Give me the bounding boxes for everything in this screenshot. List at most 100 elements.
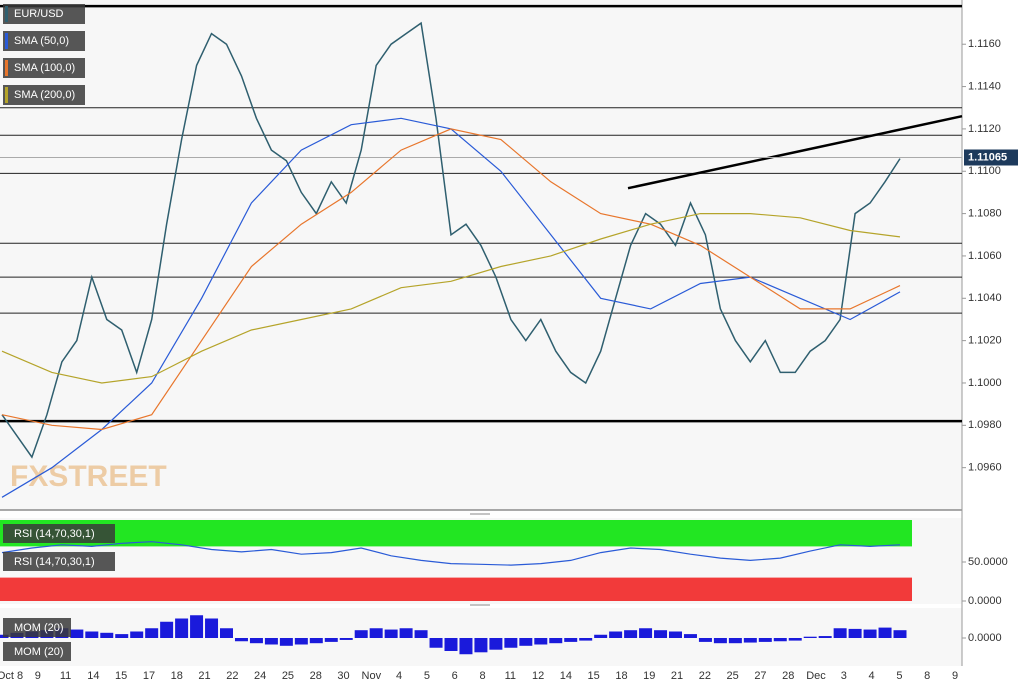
- series-line: [1, 21, 901, 459]
- x-tick-label: 25: [282, 670, 294, 682]
- mom-label-box: [3, 642, 71, 661]
- x-tick-label: 14: [560, 670, 572, 682]
- x-tick-label: 17: [143, 670, 155, 682]
- x-tick-label: 5: [424, 670, 430, 682]
- last-price-box: [964, 149, 1018, 166]
- y-tick-label: 1.0960: [968, 462, 1002, 474]
- legend-item: SMA (50,0): [3, 31, 85, 51]
- legend-item: SMA (100,0): [3, 58, 85, 78]
- x-tick-label: 11: [60, 670, 71, 682]
- legend-label: EUR/USD: [14, 8, 64, 20]
- mom-bar: [713, 638, 727, 644]
- x-tick-label: 8: [924, 670, 930, 682]
- legend-item: SMA (200,0): [3, 85, 85, 105]
- mom-bar: [160, 621, 174, 638]
- rsi-label: RSI (14,70,30,1): [14, 528, 95, 540]
- mom-bar: [399, 628, 413, 638]
- mom-bar: [639, 628, 653, 638]
- series-line: [1, 128, 901, 431]
- main-panel: [0, 0, 962, 510]
- x-tick-label: 15: [115, 670, 127, 682]
- x-tick-label: 3: [841, 670, 847, 682]
- mom-label: MOM (20): [14, 622, 64, 634]
- mom-bar: [504, 638, 518, 648]
- y-tick-label: 1.1120: [968, 123, 1001, 135]
- mom-bar: [549, 638, 563, 644]
- mom-bar: [893, 630, 907, 638]
- mom-bar: [878, 627, 892, 638]
- mom-bar: [564, 638, 578, 642]
- mom-bar: [743, 638, 757, 643]
- mom-bar: [833, 628, 847, 638]
- x-tick-label: 14: [87, 670, 99, 682]
- mom-bar: [698, 638, 712, 642]
- mom-label: MOM (20): [14, 646, 64, 658]
- mom-bar: [234, 638, 248, 642]
- y-tick-label: 1.1020: [968, 335, 1002, 347]
- mom-bar: [115, 634, 129, 638]
- mom-bar: [264, 638, 278, 645]
- x-tick-label: 28: [782, 670, 794, 682]
- x-tick-label: 15: [588, 670, 600, 682]
- legend-box: [3, 58, 85, 78]
- x-tick-label: 18: [171, 670, 183, 682]
- x-tick-label: 11: [505, 670, 516, 682]
- mom-bar: [190, 615, 204, 638]
- rsi-oversold: [0, 577, 912, 601]
- mom-bar: [579, 638, 593, 641]
- y-tick-label: 1.1100: [968, 165, 1001, 177]
- y-tick-label: 1.1160: [968, 38, 1001, 50]
- x-tick-label: 27: [754, 670, 766, 682]
- mom-bar: [788, 638, 802, 641]
- mom-bar: [175, 618, 189, 638]
- mom-bar: [145, 628, 159, 638]
- mom-bar: [818, 636, 832, 638]
- mom-bar: [369, 628, 383, 638]
- series-line: [1, 541, 901, 566]
- rsi-tick-label: 50.0000: [968, 556, 1008, 568]
- x-tick-label: 9: [35, 670, 41, 682]
- legend-box: [3, 4, 85, 24]
- x-tick-label: 25: [727, 670, 739, 682]
- legend-swatch: [5, 33, 8, 49]
- mom-label-box: [3, 618, 71, 637]
- legend-swatch: [5, 87, 8, 103]
- mom-bar: [519, 638, 533, 646]
- mom-bar: [309, 638, 323, 644]
- x-tick-label: 19: [643, 670, 655, 682]
- y-tick-label: 1.1060: [968, 250, 1002, 262]
- mom-bar: [220, 628, 233, 638]
- y-tick-label: 1.0980: [968, 419, 1002, 431]
- mom-bar: [758, 638, 772, 642]
- mom-bar: [414, 630, 428, 638]
- mom-bar: [85, 631, 99, 638]
- mom-bar: [803, 636, 817, 638]
- mom-bar: [249, 638, 263, 644]
- last-price-label: 1.11065: [968, 151, 1007, 163]
- x-tick-label: 21: [198, 670, 210, 682]
- mom-bar: [429, 638, 443, 648]
- mom-bar: [489, 638, 503, 650]
- mom-bar: [609, 631, 623, 638]
- mom-bar: [848, 628, 862, 638]
- mom-bar: [324, 638, 338, 642]
- legend-label: SMA (50,0): [14, 35, 69, 47]
- mom-bar: [205, 618, 219, 638]
- x-tick-label: 12: [532, 670, 544, 682]
- mom-tick-label: 0.0000: [968, 632, 1002, 644]
- series-line: [1, 213, 901, 384]
- rsi-label: RSI (14,70,30,1): [14, 556, 95, 568]
- y-tick-label: 1.1000: [968, 377, 1002, 389]
- x-tick-label: 24: [254, 670, 266, 682]
- mom-bar: [100, 632, 114, 638]
- mom-panel: [0, 608, 962, 666]
- mom-bar: [594, 634, 608, 638]
- mom-bar: [669, 631, 682, 638]
- y-tick-label: 1.1040: [968, 292, 1002, 304]
- mom-bar: [130, 631, 144, 638]
- x-tick-label: 22: [226, 670, 238, 682]
- legend-swatch: [5, 6, 8, 22]
- x-tick-label: 22: [699, 670, 711, 682]
- legend-label: SMA (200,0): [14, 89, 75, 101]
